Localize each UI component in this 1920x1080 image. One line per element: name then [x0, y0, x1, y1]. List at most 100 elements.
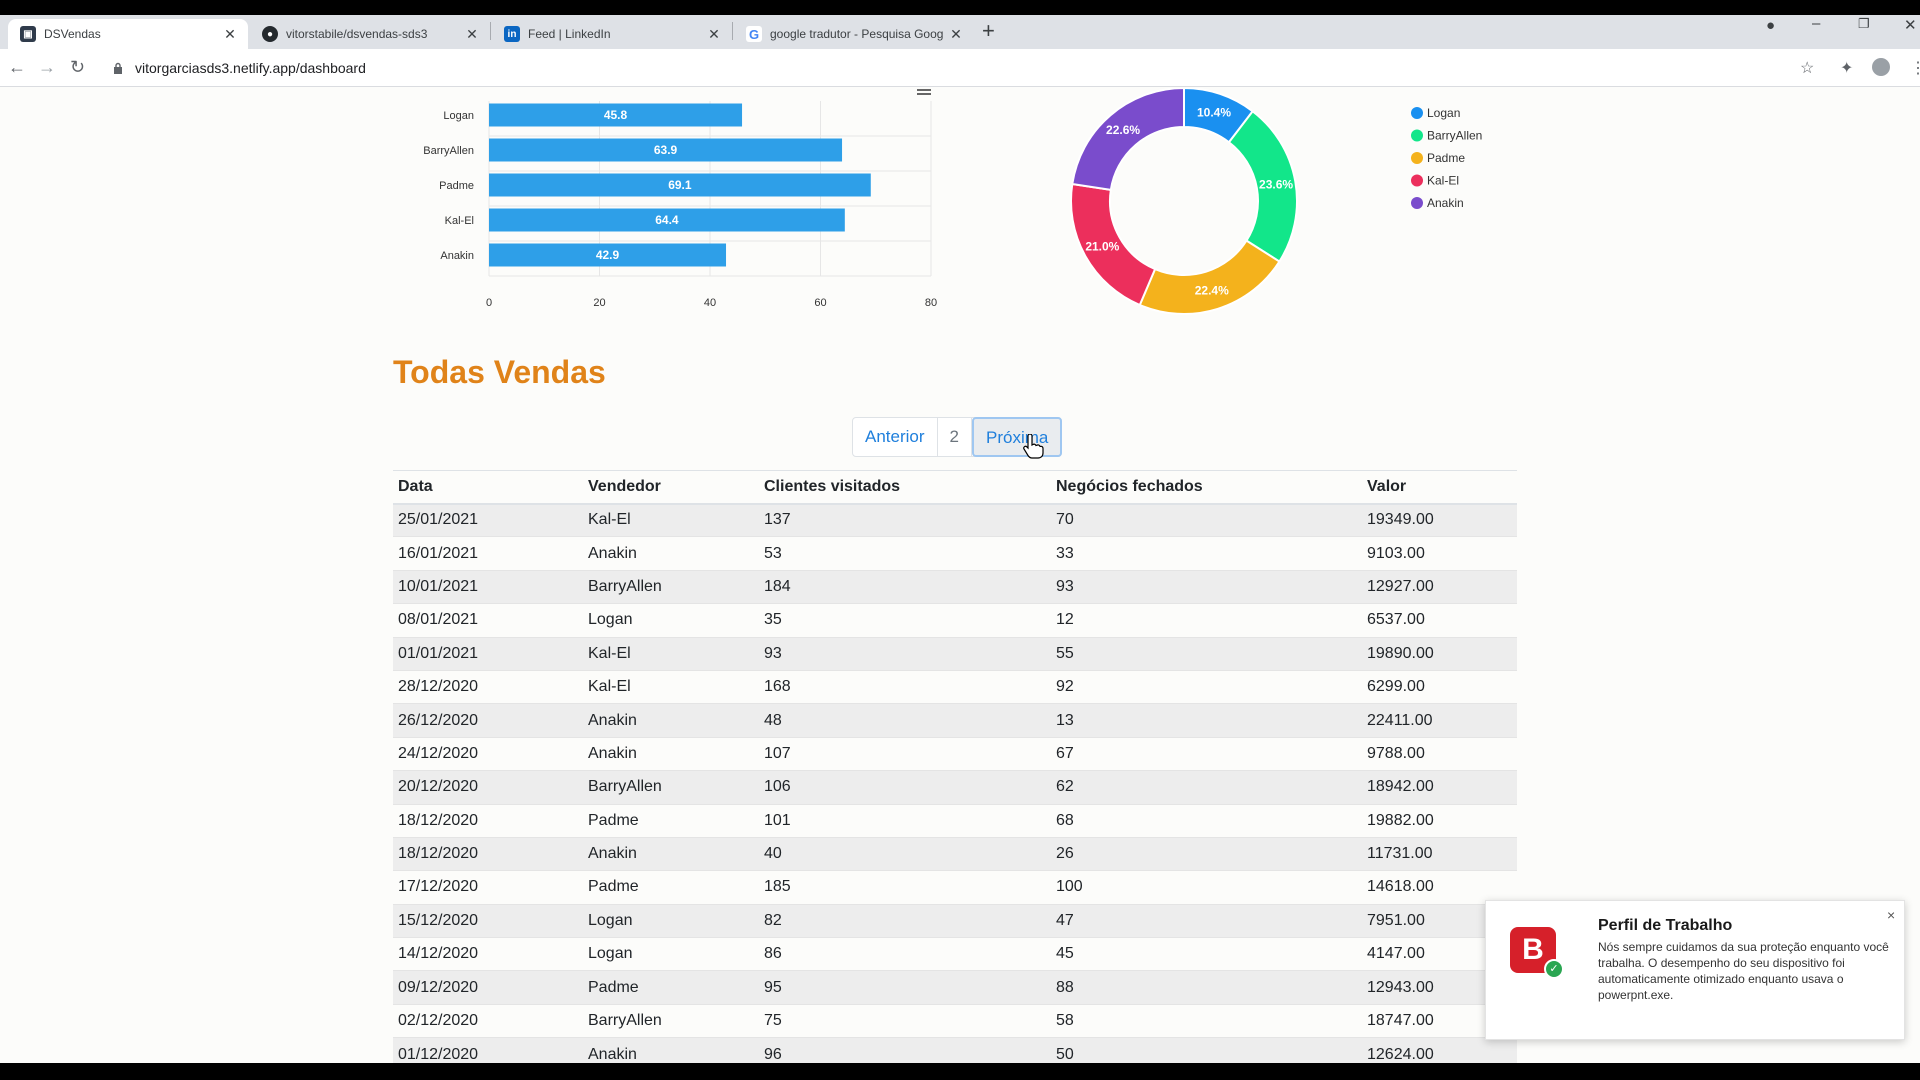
sales-table: Data Vendedor Clientes visitados Negócio… — [393, 470, 1517, 1063]
table-cell: 35 — [759, 603, 1051, 638]
minimize-button[interactable]: – — [1812, 15, 1821, 32]
x-tick-label: 0 — [486, 297, 492, 309]
hand-cursor-icon — [1023, 434, 1044, 459]
tab-github[interactable]: ● vitorstabile/dsvendas-sds3 ✕ — [250, 19, 490, 49]
table-row: 01/12/2020 Anakin 96 50 12624.00 — [393, 1037, 1517, 1063]
top-border — [0, 0, 1920, 15]
close-icon[interactable]: ✕ — [466, 25, 478, 42]
table-cell: 106 — [759, 770, 1051, 805]
tab-bar: ▣ DSVendas ✕ ● vitorstabile/dsvendas-sds… — [0, 15, 1920, 49]
toast-message: Nós sempre cuidamos da sua proteção enqu… — [1598, 940, 1889, 1002]
url-field[interactable]: vitorgarciasds3.netlify.app/dashboard — [135, 60, 366, 76]
table-cell: 01/01/2021 — [393, 636, 583, 671]
table-row: 25/01/2021 Kal-El 137 70 19349.00 — [393, 502, 1517, 537]
close-icon[interactable]: ✕ — [708, 25, 720, 42]
table-cell: 93 — [759, 636, 1051, 671]
column-header: Valor — [1362, 470, 1517, 505]
x-tick-label: 60 — [814, 297, 826, 309]
donut-value-label: 22.6% — [1106, 123, 1140, 137]
table-row: 14/12/2020 Logan 86 45 4147.00 — [393, 937, 1517, 971]
legend-marker — [1411, 107, 1423, 119]
pagination: Anterior 2 Próxima — [852, 417, 1063, 457]
tab-google[interactable]: G google tradutor - Pesquisa Goog ✕ — [734, 19, 974, 49]
tab-separator — [490, 22, 491, 40]
legend-label: Logan — [1427, 106, 1460, 120]
table-cell: 18/12/2020 — [393, 803, 583, 838]
forward-arrow-icon[interactable]: → — [38, 57, 56, 77]
table-cell: 22411.00 — [1362, 703, 1517, 738]
close-icon[interactable]: ✕ — [950, 25, 962, 42]
table-cell: 19349.00 — [1362, 502, 1517, 537]
close-icon[interactable]: ✕ — [224, 25, 236, 42]
x-tick-label: 40 — [704, 297, 716, 309]
table-cell: 20/12/2020 — [393, 770, 583, 805]
bar — [489, 103, 743, 127]
tab-search-icon[interactable]: ● — [1766, 17, 1776, 34]
column-header: Vendedor — [583, 470, 759, 505]
table-cell: 137 — [759, 502, 1051, 537]
table-row: 16/01/2021 Anakin 53 33 9103.00 — [393, 536, 1517, 571]
bar-chart: Logan 45.8 BarryAllen 63.9 Padme 69.1 Kal-El 64… — [423, 101, 937, 309]
profile-avatar[interactable] — [1872, 58, 1890, 76]
column-header: Clientes visitados — [759, 470, 1051, 505]
x-tick-label: 80 — [925, 297, 937, 309]
table-row: 18/12/2020 Anakin 40 26 11731.00 — [393, 836, 1517, 871]
table-cell: 82 — [759, 903, 1051, 938]
table-cell: 95 — [759, 970, 1051, 1005]
table-cell: 70 — [1051, 502, 1362, 537]
bar-value-label: 63.9 — [654, 143, 678, 157]
table-cell: BarryAllen — [583, 1003, 759, 1038]
charts-area: Logan 45.8 BarryAllen 63.9 Padme 69.1 Kal-El 64… — [423, 88, 1482, 315]
table-cell: 08/01/2021 — [393, 603, 583, 638]
table-row: 10/01/2021 BarryAllen 184 93 12927.00 — [393, 569, 1517, 604]
table-cell: 68 — [1051, 803, 1362, 838]
table-body: 25/01/2021 Kal-El 137 70 19349.00 16/01/2021 A… — [393, 502, 1517, 1063]
legend-marker — [1411, 152, 1423, 164]
table-row: 28/12/2020 Kal-El 168 92 6299.00 — [393, 669, 1517, 704]
tab-linkedin[interactable]: in Feed | LinkedIn ✕ — [492, 19, 732, 49]
table-row: 17/12/2020 Padme 185 100 14618.00 — [393, 870, 1517, 905]
legend-marker — [1411, 197, 1423, 209]
table-cell: 107 — [759, 736, 1051, 771]
table-cell: Anakin — [583, 836, 759, 871]
toast-close-button[interactable]: × — [1887, 907, 1896, 923]
reload-icon[interactable]: ↻ — [70, 57, 86, 77]
table-cell: 18942.00 — [1362, 770, 1517, 805]
tab-dsvendas[interactable]: ▣ DSVendas ✕ — [8, 19, 248, 49]
table-cell: Anakin — [583, 1037, 759, 1063]
donut-slice — [1138, 239, 1281, 315]
table-cell: 02/12/2020 — [393, 1003, 583, 1038]
back-arrow-icon[interactable]: ← — [8, 57, 26, 77]
chart-menu-icon[interactable] — [917, 88, 931, 95]
table-row: 09/12/2020 Padme 95 88 12943.00 — [393, 970, 1517, 1005]
bar-value-label: 64.4 — [655, 213, 679, 227]
table-cell: 28/12/2020 — [393, 669, 583, 704]
table-cell: 17/12/2020 — [393, 870, 583, 905]
table-header-row: Data Vendedor Clientes visitados Negócio… — [393, 470, 1517, 505]
bar-category-label: Anakin — [440, 250, 474, 262]
next-button[interactable]: Próxima — [972, 417, 1063, 457]
table-cell: Logan — [583, 937, 759, 971]
table-cell: 33 — [1051, 536, 1362, 571]
table-cell: Padme — [583, 870, 759, 905]
lock-icon — [114, 62, 122, 74]
window-close-button[interactable]: ✕ — [1904, 17, 1917, 34]
restore-button[interactable]: ❐ — [1858, 16, 1870, 31]
tab-title: vitorstabile/dsvendas-sds3 — [286, 27, 428, 41]
table-cell: 9788.00 — [1362, 736, 1517, 771]
table-row: 15/12/2020 Logan 82 47 7951.00 — [393, 903, 1517, 938]
table-cell: 101 — [759, 803, 1051, 838]
star-icon[interactable]: ☆ — [1800, 60, 1815, 77]
previous-button[interactable]: Anterior — [853, 418, 938, 456]
new-tab-button[interactable]: + — [982, 18, 995, 43]
tab-title: google tradutor - Pesquisa Goog — [770, 27, 944, 41]
menu-icon[interactable]: ⋮ — [1910, 60, 1920, 77]
tab-separator — [732, 22, 733, 40]
table-cell: 100 — [1051, 870, 1362, 905]
bar-category-label: Padme — [439, 180, 474, 192]
column-header: Data — [393, 470, 583, 505]
extensions-icon[interactable]: ✦ — [1840, 60, 1854, 77]
bar-value-label: 45.8 — [604, 108, 628, 122]
donut-value-label: 21.0% — [1085, 240, 1119, 254]
table-cell: 40 — [759, 836, 1051, 871]
